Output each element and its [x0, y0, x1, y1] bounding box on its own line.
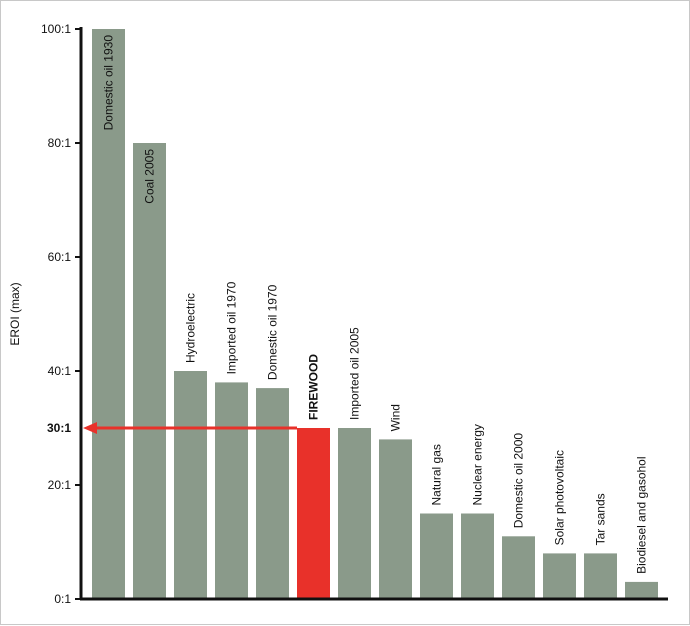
bar-label: Wind [389, 404, 403, 431]
bar-firewood [297, 428, 330, 599]
bar-label: Tar sands [594, 493, 608, 545]
y-tick-label: 80:1 [48, 136, 72, 150]
bars-layer [92, 29, 658, 599]
bar-domestic-oil-1970 [256, 388, 289, 599]
y-tick-label: 0:1 [54, 592, 71, 606]
y-tick-label: 60:1 [48, 250, 72, 264]
bar-label: Natural gas [430, 444, 444, 505]
bar-label: Imported oil 1970 [225, 281, 239, 374]
bar-label: Nuclear energy [471, 424, 485, 505]
annotation-label: 30:1 [47, 421, 71, 435]
bar-imported-oil-2005 [338, 428, 371, 599]
y-tick-label: 40:1 [48, 364, 72, 378]
y-axis-title: EROI (max) [8, 282, 22, 345]
bar-labels-layer: Domestic oil 1930 Coal 2005 Hydroelectric I… [102, 35, 649, 574]
bar-domestic-oil-2000 [502, 536, 535, 599]
annotation-arrowhead [83, 422, 97, 434]
bar-label: Solar photovoltaic [553, 450, 567, 545]
bar-label: FIREWOOD [307, 354, 321, 420]
bar-imported-oil-1970 [215, 382, 248, 599]
axis-layer: EROI (max) [8, 27, 668, 601]
bar-solar-photovoltaic [543, 553, 576, 599]
y-ticks-layer: 0:1 20:1 40:1 60:1 80:1 100:1 [41, 22, 81, 606]
bar-biodiesel-and-gasohol [625, 581, 658, 599]
bar-hydroelectric [174, 371, 207, 599]
bar-wind [379, 439, 412, 599]
annotation-layer: 30:1 [47, 421, 297, 435]
bar-label: Coal 2005 [143, 149, 157, 204]
bar-coal-2005 [133, 143, 166, 599]
bar-tar-sands [584, 553, 617, 599]
bar-label: Biodiesel and gasohol [635, 456, 649, 573]
bar-label: Domestic oil 1970 [266, 284, 280, 380]
bar-label: Hydroelectric [184, 293, 198, 363]
bar-label: Domestic oil 2000 [512, 433, 526, 529]
bar-natural-gas [420, 513, 453, 599]
bar-label: Domestic oil 1930 [102, 35, 116, 131]
bar-label: Imported oil 2005 [348, 327, 362, 420]
y-tick-label: 100:1 [41, 22, 71, 36]
bar-nuclear-energy [461, 513, 494, 599]
bar-domestic-oil-1930 [92, 29, 125, 599]
y-tick-label: 20:1 [48, 478, 72, 492]
